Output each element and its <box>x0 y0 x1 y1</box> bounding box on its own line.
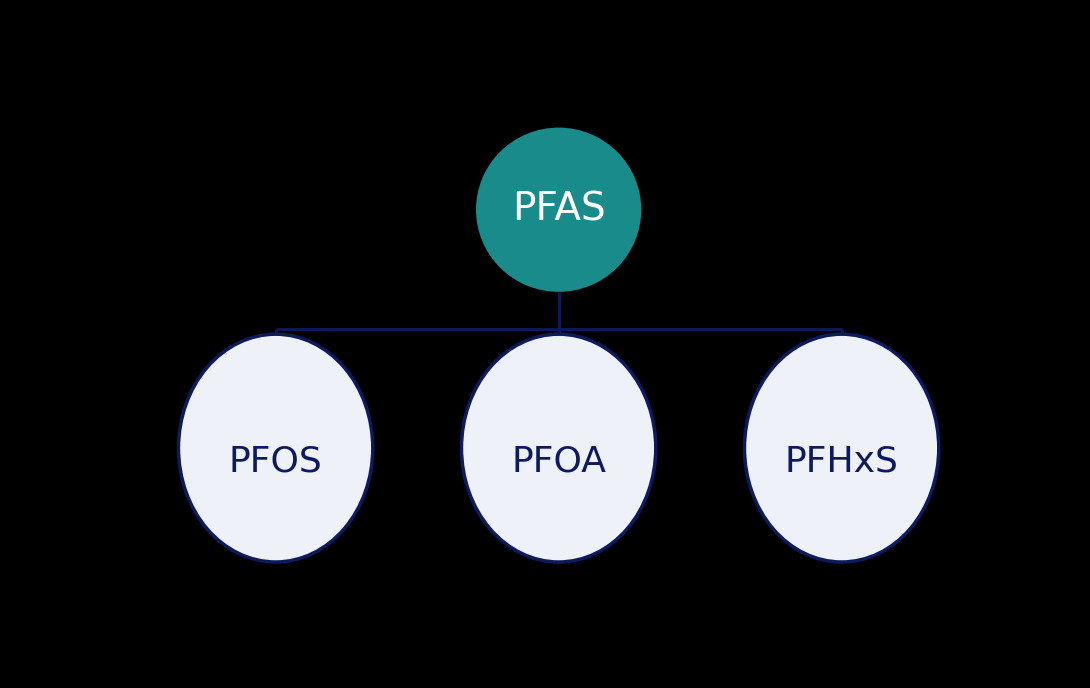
Ellipse shape <box>744 334 938 562</box>
Text: PFAS: PFAS <box>512 191 605 228</box>
Ellipse shape <box>179 334 373 562</box>
Text: PFHxS: PFHxS <box>785 444 898 478</box>
Ellipse shape <box>476 127 641 292</box>
Text: PFOA: PFOA <box>511 444 606 478</box>
Ellipse shape <box>461 334 656 562</box>
Text: PFOS: PFOS <box>229 444 323 478</box>
